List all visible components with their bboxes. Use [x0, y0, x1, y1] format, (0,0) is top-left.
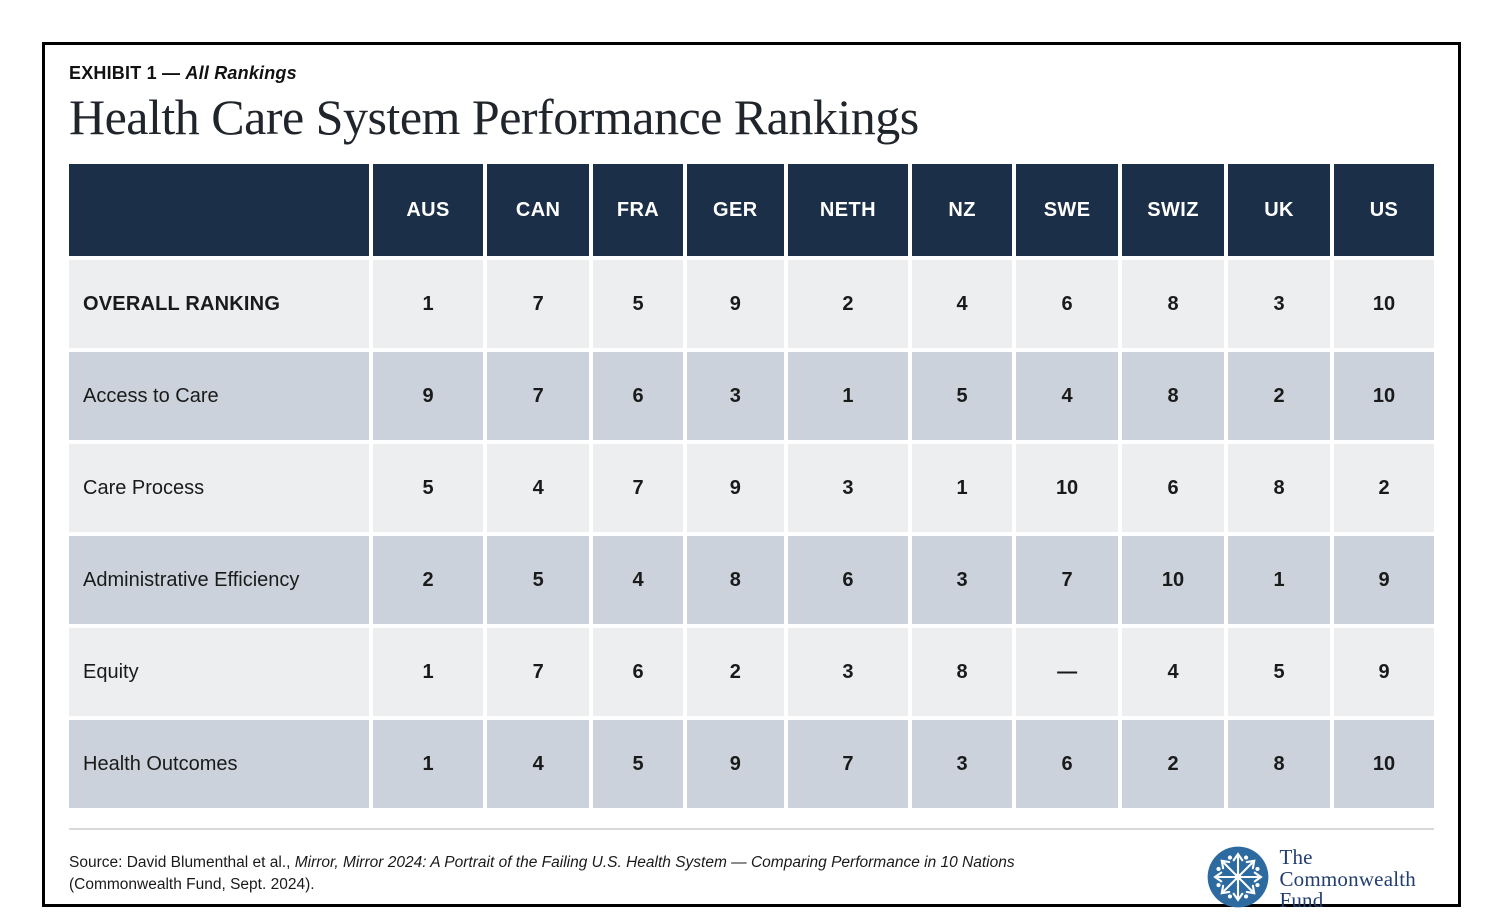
cell-access-nz: 5: [912, 352, 1013, 440]
column-header-uk: UK: [1228, 164, 1331, 256]
row-label-overall-ranking: OVERALL RANKING: [69, 260, 369, 348]
cell-outcomes-fra: 5: [593, 720, 683, 808]
cell-adminef-swiz: 10: [1122, 536, 1225, 624]
cell-careprocess-uk: 8: [1228, 444, 1331, 532]
cell-access-aus: 9: [373, 352, 484, 440]
cell-equity-nz: 8: [912, 628, 1013, 716]
cell-careprocess-neth: 3: [787, 444, 909, 532]
row-label-administrative-efficiency: Administrative Efficiency: [69, 536, 369, 624]
cell-careprocess-us: 2: [1334, 444, 1434, 532]
cell-careprocess-aus: 5: [373, 444, 484, 532]
cell-careprocess-swe: 10: [1016, 444, 1119, 532]
cell-outcomes-us: 10: [1334, 720, 1434, 808]
rankings-table: AUS CAN FRA GER NETH NZ SWE SWIZ UK US O…: [69, 164, 1434, 808]
cell-equity-uk: 5: [1228, 628, 1331, 716]
source-suffix: (Commonwealth Fund, Sept. 2024).: [69, 876, 315, 894]
commonwealth-fund-logo: The Commonwealth Fund: [1207, 846, 1416, 913]
cell-adminef-uk: 1: [1228, 536, 1331, 624]
logo-line-2: Commonwealth: [1279, 866, 1416, 891]
row-label-care-process: Care Process: [69, 444, 369, 532]
exhibit-label-prefix: EXHIBIT 1 —: [69, 63, 186, 83]
cell-overall-swiz: 8: [1122, 260, 1225, 348]
column-header-swiz: SWIZ: [1122, 164, 1225, 256]
row-label-access-to-care: Access to Care: [69, 352, 369, 440]
cell-equity-neth: 3: [787, 628, 909, 716]
cell-careprocess-nz: 1: [912, 444, 1013, 532]
cell-equity-aus: 1: [373, 628, 484, 716]
page-title: Health Care System Performance Rankings: [69, 89, 919, 145]
cell-careprocess-can: 4: [487, 444, 590, 532]
column-header-fra: FRA: [593, 164, 683, 256]
cell-access-fra: 6: [593, 352, 683, 440]
column-header-can: CAN: [487, 164, 590, 256]
snowflake-icon: [1207, 846, 1269, 913]
cell-adminef-can: 5: [487, 536, 590, 624]
cell-overall-can: 7: [487, 260, 590, 348]
cell-overall-aus: 1: [373, 260, 484, 348]
cell-equity-swiz: 4: [1122, 628, 1225, 716]
cell-outcomes-swe: 6: [1016, 720, 1119, 808]
cell-equity-fra: 6: [593, 628, 683, 716]
cell-access-swiz: 8: [1122, 352, 1225, 440]
commonwealth-fund-wordmark: The Commonwealth Fund: [1279, 844, 1416, 913]
table-corner-cell: [69, 164, 369, 256]
cell-outcomes-ger: 9: [686, 720, 784, 808]
cell-equity-can: 7: [487, 628, 590, 716]
cell-access-can: 7: [487, 352, 590, 440]
cell-overall-fra: 5: [593, 260, 683, 348]
cell-careprocess-fra: 7: [593, 444, 683, 532]
row-label-equity: Equity: [69, 628, 369, 716]
column-header-nz: NZ: [912, 164, 1013, 256]
logo-line-3: Fund: [1279, 888, 1324, 913]
cell-overall-ger: 9: [686, 260, 784, 348]
source-prefix: Source: David Blumenthal et al.,: [69, 854, 295, 871]
cell-adminef-ger: 8: [686, 536, 784, 624]
cell-outcomes-neth: 7: [787, 720, 909, 808]
column-header-neth: NETH: [787, 164, 909, 256]
cell-overall-us: 10: [1334, 260, 1434, 348]
cell-careprocess-swiz: 6: [1122, 444, 1225, 532]
footer: Source: David Blumenthal et al., Mirror,…: [69, 846, 1434, 913]
cell-outcomes-swiz: 2: [1122, 720, 1225, 808]
exhibit-label-emphasis: All Rankings: [185, 63, 297, 83]
cell-adminef-nz: 3: [912, 536, 1013, 624]
cell-adminef-swe: 7: [1016, 536, 1119, 624]
cell-access-neth: 1: [787, 352, 909, 440]
cell-overall-swe: 6: [1016, 260, 1119, 348]
column-header-ger: GER: [686, 164, 784, 256]
row-label-health-outcomes: Health Outcomes: [69, 720, 369, 808]
cell-overall-neth: 2: [787, 260, 909, 348]
cell-access-uk: 2: [1228, 352, 1331, 440]
cell-outcomes-uk: 8: [1228, 720, 1331, 808]
cell-equity-us: 9: [1334, 628, 1434, 716]
cell-access-ger: 3: [686, 352, 784, 440]
cell-access-us: 10: [1334, 352, 1434, 440]
cell-admineff-aus: 2: [373, 536, 484, 624]
cell-outcomes-can: 4: [487, 720, 590, 808]
cell-access-swe: 4: [1016, 352, 1119, 440]
cell-outcomes-nz: 3: [912, 720, 1013, 808]
exhibit-label: EXHIBIT 1 — All Rankings: [69, 63, 1434, 84]
cell-equity-swe: —: [1016, 628, 1119, 716]
cell-careprocess-ger: 9: [686, 444, 784, 532]
cell-outcomes-aus: 1: [373, 720, 484, 808]
cell-equity-ger: 2: [686, 628, 784, 716]
footer-divider: [69, 828, 1434, 830]
column-header-us: US: [1334, 164, 1434, 256]
cell-overall-nz: 4: [912, 260, 1013, 348]
cell-adminef-fra: 4: [593, 536, 683, 624]
source-title: Mirror, Mirror 2024: A Portrait of the F…: [294, 854, 1015, 871]
source-citation: Source: David Blumenthal et al., Mirror,…: [69, 852, 1079, 897]
cell-adminef-neth: 6: [787, 536, 909, 624]
exhibit-card: EXHIBIT 1 — All Rankings Health Care Sys…: [42, 42, 1461, 911]
column-header-swe: SWE: [1016, 164, 1119, 256]
cell-adminef-us: 9: [1334, 536, 1434, 624]
cell-overall-uk: 3: [1228, 260, 1331, 348]
logo-line-1: The: [1279, 844, 1313, 869]
column-header-aus: AUS: [373, 164, 484, 256]
